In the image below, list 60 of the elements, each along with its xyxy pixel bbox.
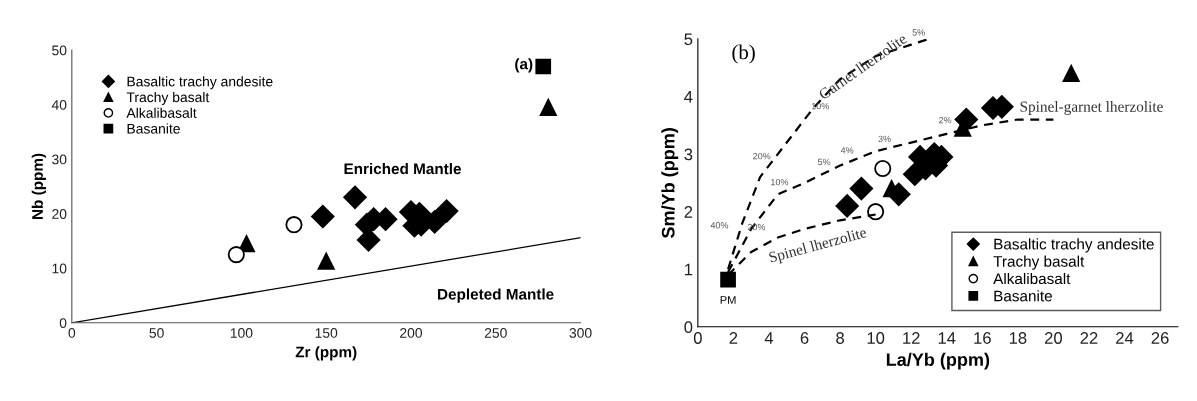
x-tick-label: 0 (68, 328, 76, 338)
x-tick-label: 18 (1009, 332, 1027, 344)
legend-label: Basanite (127, 123, 180, 134)
x-tick-label: 100 (230, 328, 253, 338)
x-tick-label: 26 (1151, 332, 1169, 344)
x-tick-label: 16 (974, 332, 991, 344)
annotation: Spinel-garnet lherzolite (1020, 101, 1163, 115)
x-tick-label: 12 (903, 332, 920, 344)
x-tick-label: 10 (867, 332, 885, 344)
annotation: Spinel lherzolite (768, 226, 868, 266)
y-tick-label: 5 (684, 33, 693, 46)
x-tick-label: 200 (400, 328, 423, 338)
y-tick-label: 1 (684, 263, 693, 276)
y-axis-title: Nb (ppm) (31, 153, 46, 219)
x-tick-label: 4 (764, 332, 774, 344)
legend-label: Alkalibasalt (993, 272, 1071, 285)
y-tick-label: 20 (52, 209, 67, 219)
y-tick-label: 50 (52, 45, 67, 56)
y-tick-label: 40 (51, 100, 67, 110)
y-tick-label: 3 (684, 148, 693, 161)
x-axis-title: Zr (ppm) (295, 346, 357, 361)
y-tick-label: 2 (684, 206, 693, 218)
annotation: 10% (771, 178, 789, 186)
x-tick-label: 22 (1080, 332, 1098, 344)
x-tick-label: 20 (1044, 332, 1063, 344)
x-tick-label: 50 (149, 328, 164, 338)
x-tick-label: 2 (729, 332, 738, 344)
chart-title: (a) (515, 58, 533, 73)
y-tick-label: 10 (52, 263, 67, 274)
annotation: Depleted Mantle (438, 288, 554, 303)
annotation: Enriched Mantle (344, 162, 461, 175)
x-axis-title: La/Yb (ppm) (886, 352, 990, 370)
x-tick-label: 8 (836, 332, 844, 344)
y-tick-label: 4 (684, 91, 693, 103)
annotation: 2% (938, 116, 952, 124)
annotation: 20% (753, 152, 771, 160)
annotation: PM (720, 296, 736, 304)
y-axis-title: Sm/Yb (ppm) (661, 128, 679, 239)
x-tick-label: 150 (315, 328, 338, 338)
x-tick-label: 24 (1116, 332, 1134, 344)
text: 5% (912, 29, 925, 36)
legend-label: Trachy basalt (993, 255, 1085, 270)
x-tick-label: 0 (693, 332, 702, 344)
y-tick-label: 0 (59, 318, 67, 328)
annotation: 40% (710, 222, 729, 229)
x-tick-label: 14 (938, 332, 956, 344)
y-tick-label: 30 (52, 154, 67, 165)
legend-label: Basanite (994, 290, 1052, 302)
legend-label: Alkalibasalt (126, 107, 197, 118)
chart-title: (b) (732, 44, 755, 64)
annotation: 10% (811, 102, 829, 110)
x-tick-label: 250 (484, 328, 507, 338)
legend-label: Basaltic trachy andesite (994, 238, 1154, 253)
annotation: 3% (878, 135, 891, 143)
x-tick-label: 300 (569, 328, 592, 338)
legend-label: Trachy basalt (126, 91, 210, 105)
x-tick-label: 6 (800, 332, 809, 344)
annotation: 4% (840, 147, 854, 154)
annotation: 5% (817, 158, 831, 166)
legend-label: Basaltic trachy andesite (127, 76, 273, 90)
